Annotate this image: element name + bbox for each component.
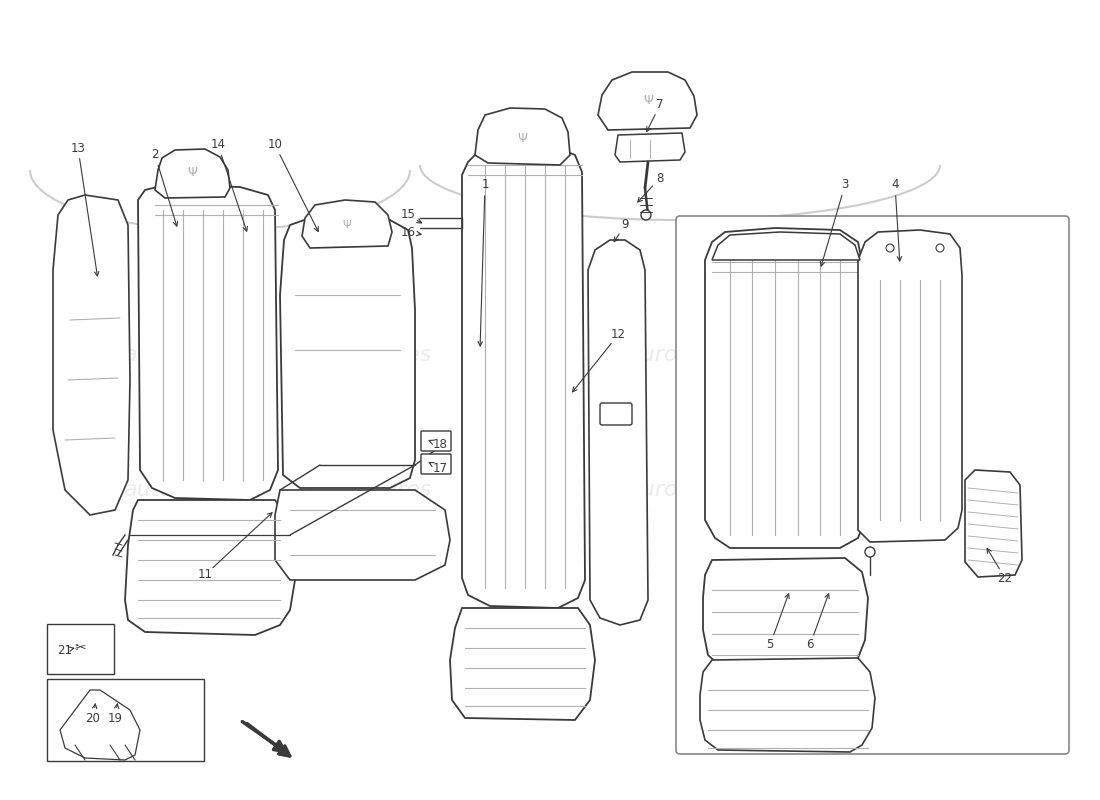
Text: 17: 17 xyxy=(432,462,448,474)
Polygon shape xyxy=(712,232,860,260)
Circle shape xyxy=(865,547,874,557)
Text: 6: 6 xyxy=(806,638,814,651)
Polygon shape xyxy=(280,218,415,488)
Text: 5: 5 xyxy=(767,638,773,651)
FancyBboxPatch shape xyxy=(47,624,114,674)
Circle shape xyxy=(936,244,944,252)
Text: Ψ: Ψ xyxy=(517,131,527,145)
Circle shape xyxy=(641,210,651,220)
Text: eurospares: eurospares xyxy=(308,345,432,365)
Text: Ψ: Ψ xyxy=(187,166,197,178)
Text: 20: 20 xyxy=(86,711,100,725)
Text: 12: 12 xyxy=(610,329,626,342)
Polygon shape xyxy=(615,133,685,162)
Text: Ψ: Ψ xyxy=(342,220,351,230)
Text: 22: 22 xyxy=(998,571,1012,585)
FancyBboxPatch shape xyxy=(47,679,204,761)
Text: 2: 2 xyxy=(152,149,158,162)
Text: eurospares: eurospares xyxy=(308,480,432,500)
FancyBboxPatch shape xyxy=(421,454,451,474)
Polygon shape xyxy=(858,230,962,542)
Text: 3: 3 xyxy=(842,178,849,191)
Polygon shape xyxy=(155,149,230,198)
Text: 11: 11 xyxy=(198,569,212,582)
Text: 14: 14 xyxy=(210,138,225,151)
Circle shape xyxy=(886,244,894,252)
Polygon shape xyxy=(53,195,130,515)
Polygon shape xyxy=(125,500,295,635)
Text: 1: 1 xyxy=(482,178,488,191)
Text: 19: 19 xyxy=(108,711,122,725)
Polygon shape xyxy=(475,108,570,165)
Polygon shape xyxy=(588,240,648,625)
Polygon shape xyxy=(60,690,140,760)
Text: 13: 13 xyxy=(70,142,86,154)
Polygon shape xyxy=(965,470,1022,577)
Text: 10: 10 xyxy=(267,138,283,151)
Text: 15: 15 xyxy=(400,209,416,222)
Text: 21: 21 xyxy=(57,643,73,657)
FancyBboxPatch shape xyxy=(676,216,1069,754)
Text: autospares: autospares xyxy=(123,345,248,365)
Polygon shape xyxy=(700,658,874,752)
Text: ✂: ✂ xyxy=(74,641,86,655)
Text: autospares: autospares xyxy=(123,480,248,500)
Text: 18: 18 xyxy=(432,438,448,451)
Polygon shape xyxy=(450,608,595,720)
Text: 4: 4 xyxy=(891,178,899,191)
Text: eurospares: eurospares xyxy=(628,345,752,365)
Polygon shape xyxy=(703,558,868,668)
Polygon shape xyxy=(275,490,450,580)
Text: eurospares: eurospares xyxy=(628,480,752,500)
Polygon shape xyxy=(302,200,392,248)
Text: 9: 9 xyxy=(621,218,629,231)
FancyBboxPatch shape xyxy=(421,431,451,451)
Polygon shape xyxy=(598,72,697,130)
Text: 8: 8 xyxy=(657,171,663,185)
Polygon shape xyxy=(705,228,865,548)
Polygon shape xyxy=(138,185,278,500)
Text: 16: 16 xyxy=(400,226,416,238)
Text: Ψ: Ψ xyxy=(644,94,653,106)
Text: 7: 7 xyxy=(657,98,663,111)
Polygon shape xyxy=(462,146,585,608)
FancyBboxPatch shape xyxy=(600,403,632,425)
